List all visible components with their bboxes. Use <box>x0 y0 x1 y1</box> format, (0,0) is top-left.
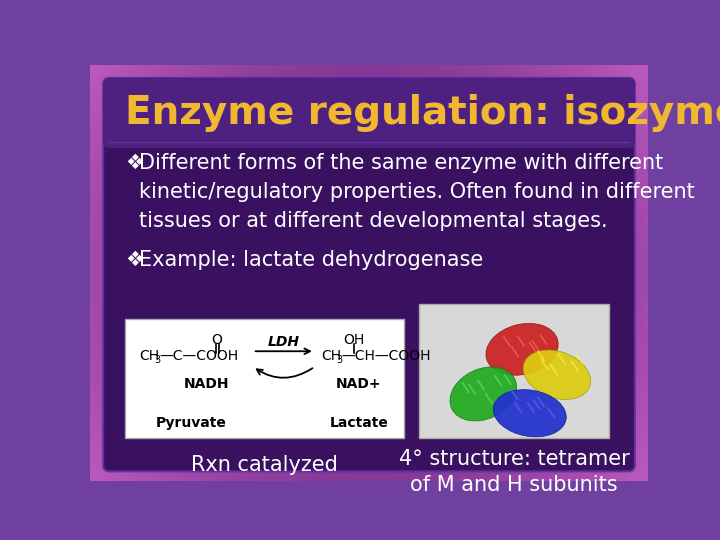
Text: ❖: ❖ <box>125 153 143 173</box>
Text: Pyruvate: Pyruvate <box>156 416 226 430</box>
Text: Enzyme regulation: isozymes: Enzyme regulation: isozymes <box>125 93 720 132</box>
Bar <box>125 319 404 438</box>
Ellipse shape <box>523 350 590 400</box>
FancyBboxPatch shape <box>103 78 635 148</box>
Text: Different forms of the same enzyme with different
kinetic/regulatory properties.: Different forms of the same enzyme with … <box>139 153 695 231</box>
Text: CH: CH <box>139 349 159 363</box>
Text: CH: CH <box>321 349 341 363</box>
Text: —CH—COOH: —CH—COOH <box>341 349 431 363</box>
Text: Example: lactate dehydrogenase: Example: lactate dehydrogenase <box>139 249 483 269</box>
Bar <box>419 303 609 438</box>
Text: —C—COOH: —C—COOH <box>159 349 238 363</box>
Ellipse shape <box>493 389 567 437</box>
Ellipse shape <box>450 367 517 421</box>
Text: Rxn catalyzed: Rxn catalyzed <box>191 455 338 475</box>
Bar <box>109 119 629 142</box>
Text: NAD+: NAD+ <box>336 377 382 392</box>
Text: Lactate: Lactate <box>330 416 388 430</box>
Text: 4° structure: tetramer
of M and H subunits: 4° structure: tetramer of M and H subuni… <box>399 449 630 495</box>
Text: ❖: ❖ <box>125 249 143 269</box>
Text: 3: 3 <box>154 355 161 365</box>
Text: OH: OH <box>343 333 364 347</box>
Text: O: O <box>211 333 222 347</box>
Text: LDH: LDH <box>268 335 300 349</box>
FancyBboxPatch shape <box>103 78 635 471</box>
Bar <box>109 84 629 142</box>
Text: 3: 3 <box>336 355 343 365</box>
Ellipse shape <box>486 323 558 375</box>
Text: NADH: NADH <box>184 377 229 392</box>
